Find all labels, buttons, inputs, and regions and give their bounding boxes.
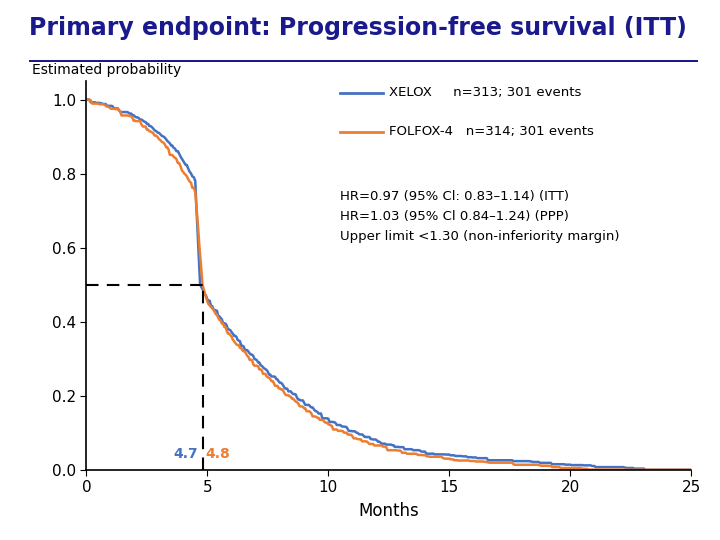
X-axis label: Months: Months: [359, 502, 419, 520]
Text: Estimated probability: Estimated probability: [32, 63, 181, 77]
Text: FOLFOX-4   n=314; 301 events: FOLFOX-4 n=314; 301 events: [389, 125, 594, 138]
Text: XELOX     n=313; 301 events: XELOX n=313; 301 events: [389, 86, 581, 99]
Text: Primary endpoint: Progression-free survival (ITT): Primary endpoint: Progression-free survi…: [29, 16, 687, 40]
Text: 4.7: 4.7: [173, 447, 198, 461]
Text: HR=0.97 (95% Cl: 0.83–1.14) (ITT)
HR=1.03 (95% Cl 0.84–1.24) (PPP)
Upper limit <: HR=0.97 (95% Cl: 0.83–1.14) (ITT) HR=1.0…: [341, 190, 620, 243]
Text: 4.8: 4.8: [205, 447, 230, 461]
